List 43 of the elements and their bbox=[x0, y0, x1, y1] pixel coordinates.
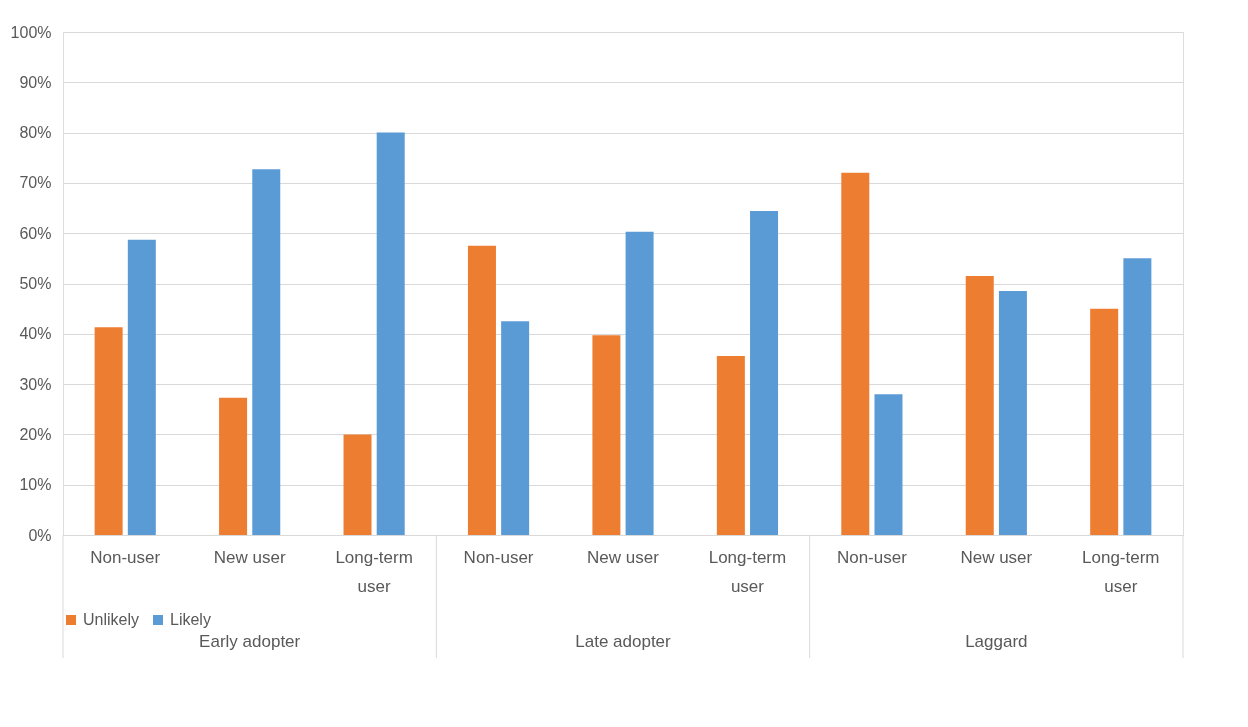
x-tick-label: Non-user bbox=[836, 547, 908, 567]
bar bbox=[252, 169, 281, 535]
bar bbox=[376, 132, 405, 535]
legend-label: Unlikely bbox=[83, 611, 140, 628]
y-tick-label: 40% bbox=[19, 325, 52, 343]
bar bbox=[1090, 308, 1119, 535]
bar bbox=[750, 211, 779, 535]
y-tick-label: 60% bbox=[19, 224, 52, 242]
bar bbox=[219, 397, 248, 535]
bar bbox=[625, 231, 654, 535]
x-tick-label: New user bbox=[213, 547, 286, 567]
bar bbox=[127, 239, 156, 535]
y-tick-label: 10% bbox=[19, 476, 52, 494]
y-tick-label: 30% bbox=[19, 375, 52, 393]
bar bbox=[998, 291, 1027, 535]
y-tick-label: 70% bbox=[19, 174, 52, 192]
x-tick-label: Long-term user bbox=[1082, 547, 1160, 596]
bar bbox=[94, 327, 123, 535]
x-tick-label: Long-term user bbox=[708, 547, 787, 596]
x-tick-label: New user bbox=[587, 547, 660, 567]
bar bbox=[874, 394, 903, 535]
text: Laggard bbox=[965, 632, 1028, 651]
bar bbox=[965, 275, 994, 535]
y-tick-label: 80% bbox=[19, 124, 52, 142]
bar bbox=[841, 172, 870, 535]
bar bbox=[467, 245, 496, 535]
y-tick-label: 50% bbox=[19, 275, 52, 292]
x-tick-label: Non-user bbox=[90, 547, 161, 567]
y-tick-label: 90% bbox=[19, 73, 52, 91]
y-tick-label: 0% bbox=[28, 526, 52, 544]
bar bbox=[716, 355, 745, 535]
x-tick-label: Non-user bbox=[463, 547, 534, 567]
bar bbox=[501, 321, 530, 535]
bar bbox=[592, 335, 621, 535]
text: Early adopter bbox=[199, 632, 301, 651]
y-tick-label: 20% bbox=[19, 425, 52, 443]
legend-label: Likely bbox=[170, 611, 211, 628]
bar bbox=[343, 434, 372, 535]
text: Late adopter bbox=[575, 632, 672, 651]
y-tick-label: 100% bbox=[10, 23, 52, 41]
x-tick-label: Long-term user bbox=[335, 547, 413, 596]
x-tick-label: New user bbox=[960, 547, 1033, 567]
bar bbox=[1123, 258, 1152, 535]
